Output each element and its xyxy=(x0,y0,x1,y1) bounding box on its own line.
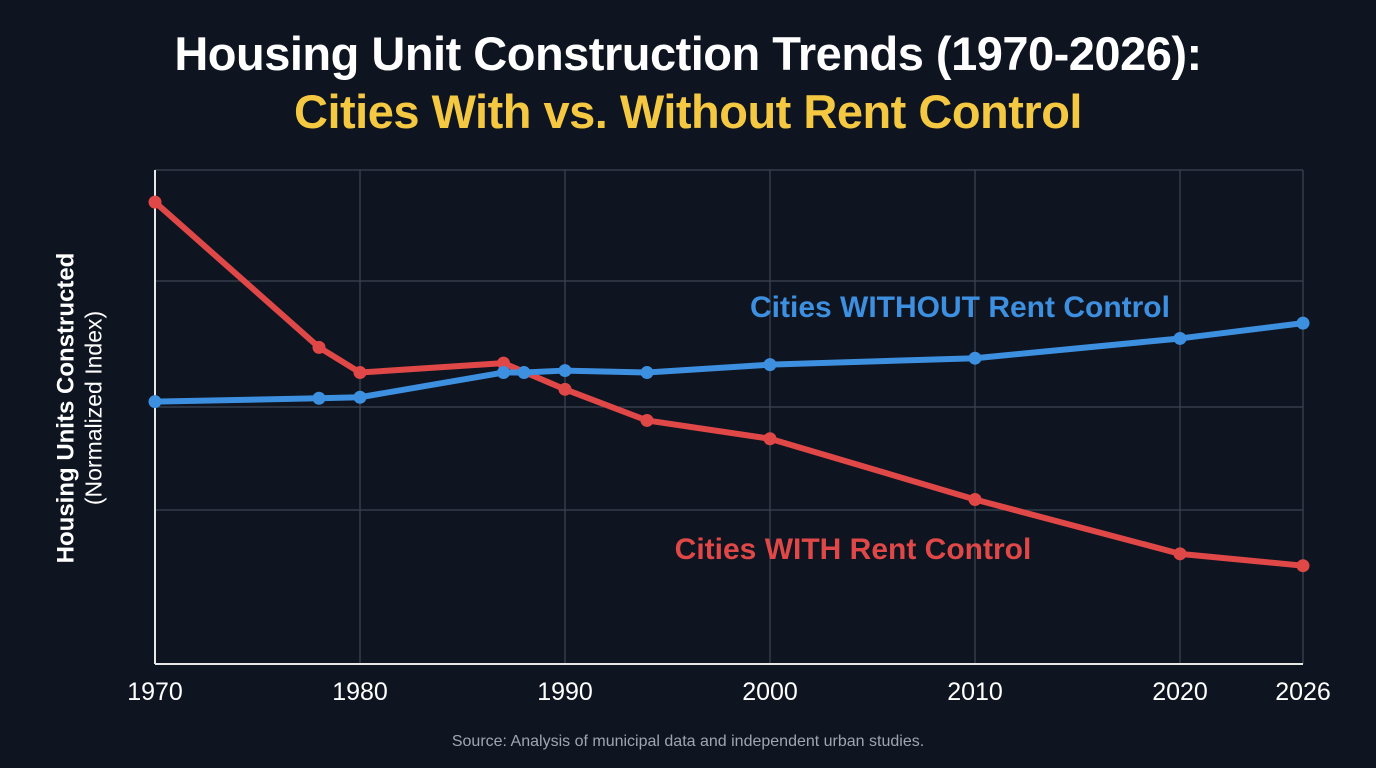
data-point xyxy=(312,340,326,354)
data-point xyxy=(1173,331,1187,345)
series-label-with-rent-control: Cities WITH Rent Control xyxy=(675,533,1032,566)
series-line-with-rent-control xyxy=(152,199,1306,569)
x-tick-label: 1990 xyxy=(537,678,593,706)
data-point xyxy=(1296,316,1310,330)
data-point xyxy=(968,351,982,365)
data-point xyxy=(353,390,367,404)
data-point xyxy=(517,366,531,380)
data-point xyxy=(763,358,777,372)
data-point xyxy=(640,413,654,427)
source-note: Source: Analysis of municipal data and i… xyxy=(451,733,925,750)
series-label-without-rent-control: Cities WITHOUT Rent Control xyxy=(750,291,1170,324)
data-point xyxy=(497,366,510,380)
x-tick-label: 1970 xyxy=(127,678,183,706)
x-tick-label: 2026 xyxy=(1275,678,1331,706)
data-point xyxy=(763,432,777,446)
data-point xyxy=(558,364,572,378)
data-point xyxy=(353,366,367,380)
data-point xyxy=(968,492,982,506)
data-point xyxy=(497,356,510,370)
data-point xyxy=(148,395,162,409)
series-line-without-rent-control xyxy=(152,320,1306,405)
data-point xyxy=(312,391,326,405)
chart-subtitle: Cities With vs. Without Rent Control xyxy=(294,85,1082,138)
x-tick-label: 2010 xyxy=(947,678,1003,706)
chart-title: Housing Unit Construction Trends (1970-2… xyxy=(174,27,1202,80)
data-point xyxy=(640,366,654,380)
x-tick-label: 2000 xyxy=(742,678,798,706)
data-point xyxy=(558,382,572,396)
x-tick-label: 1980 xyxy=(332,678,388,706)
data-point xyxy=(1296,559,1310,573)
data-point xyxy=(148,195,162,209)
data-point xyxy=(1173,547,1187,561)
x-tick-label: 2020 xyxy=(1152,678,1208,706)
